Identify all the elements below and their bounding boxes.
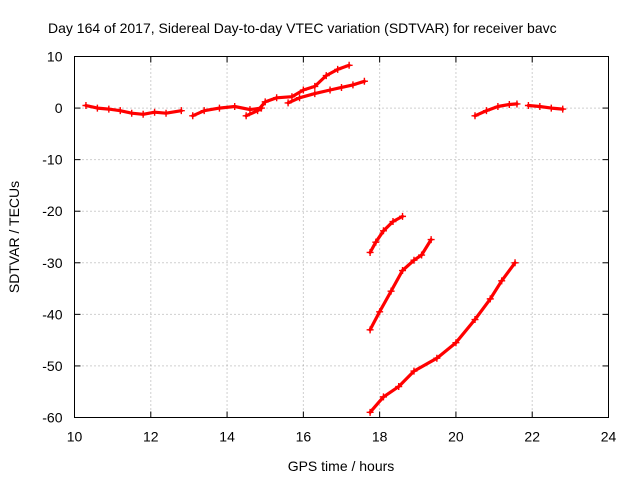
y-tick-label: -20 [42, 203, 62, 219]
grid-layer [74, 56, 609, 418]
series-arc-7 [366, 259, 519, 416]
data-point [410, 256, 418, 264]
data-point [494, 103, 502, 111]
data-point [366, 326, 374, 334]
data-point [151, 108, 159, 116]
x-tick-label: 20 [448, 429, 464, 445]
y-tick-label: -60 [42, 410, 62, 426]
data-point [452, 339, 460, 347]
series-arc-1 [82, 101, 185, 118]
data-point [471, 112, 479, 120]
data-point [387, 287, 395, 295]
data-point [366, 248, 374, 256]
x-tick-label: 16 [296, 429, 312, 445]
data-point [246, 106, 254, 114]
data-point [372, 238, 380, 246]
data-point [311, 90, 319, 98]
data-point [93, 104, 101, 112]
data-point [505, 100, 513, 108]
data-point [498, 277, 506, 285]
x-tick-label: 10 [67, 429, 83, 445]
data-point [288, 93, 296, 101]
data-point [200, 107, 208, 115]
data-arc [368, 214, 405, 255]
x-tick-label: 18 [372, 429, 388, 445]
data-point [486, 295, 494, 303]
data-point [189, 112, 197, 120]
data-point [376, 308, 384, 316]
data-point [322, 72, 330, 80]
data-point [511, 259, 519, 267]
x-tick-label: 12 [143, 429, 159, 445]
data-point [395, 383, 403, 391]
y-tick-label: -40 [42, 306, 62, 322]
data-point [128, 109, 136, 117]
data-point [139, 110, 147, 118]
data-point [82, 101, 90, 109]
data-point [399, 212, 407, 220]
data-point [559, 105, 567, 113]
data-point [345, 61, 353, 69]
data-arc [526, 103, 565, 111]
data-point [261, 98, 269, 106]
x-tick-label: 24 [601, 429, 617, 445]
data-point [427, 236, 435, 244]
data-point [536, 103, 544, 111]
data-point [360, 77, 368, 85]
data-point [162, 109, 170, 117]
data-point [326, 86, 334, 94]
data-point [547, 104, 555, 112]
data-arc [244, 63, 351, 118]
tick-layer: 10 12 14 16 18 20 22 24 10 0 -10 -20 -30 -40 -50 -60 [42, 49, 616, 445]
data-point [299, 86, 307, 94]
data-point [513, 100, 521, 108]
series-arc-3 [242, 61, 353, 120]
y-tick-label: -30 [42, 255, 62, 271]
data-point [215, 104, 223, 112]
y-tick-label: -10 [42, 152, 62, 168]
data-point [338, 83, 345, 91]
data-point [273, 94, 281, 102]
series-arc-8 [471, 100, 521, 120]
data-point [349, 81, 357, 89]
data-point [284, 99, 292, 107]
data-point [471, 316, 479, 324]
data-point [482, 107, 490, 115]
data-point [410, 367, 418, 375]
y-tick-label: 0 [55, 100, 63, 116]
data-point [389, 218, 397, 226]
data-point [296, 94, 304, 102]
series-arc-9 [524, 101, 567, 113]
data-point [418, 251, 426, 259]
data-point [433, 354, 441, 362]
x-tick-label: 22 [524, 429, 540, 445]
data-arc [368, 261, 517, 414]
plot-frame [74, 56, 609, 418]
data-point [177, 107, 185, 115]
series-layer [82, 61, 567, 416]
series-arc-5 [366, 212, 407, 256]
series-arc-4 [284, 77, 368, 107]
data-arc [473, 102, 519, 118]
y-tick-label: 10 [47, 49, 63, 65]
data-point [524, 101, 532, 109]
data-point [366, 408, 374, 416]
data-point [311, 82, 319, 90]
x-axis-label: GPS time / hours [288, 458, 395, 474]
x-tick-label: 14 [219, 429, 235, 445]
y-tick-label: -50 [42, 358, 62, 374]
data-point [379, 393, 387, 401]
y-axis-label: SDTVAR / TECUs [6, 181, 22, 293]
data-point [242, 112, 250, 120]
chart-title: Day 164 of 2017, Sidereal Day-to-day VTE… [48, 20, 557, 36]
data-point [254, 107, 262, 115]
data-point [116, 107, 124, 115]
data-point [105, 105, 113, 113]
data-point [379, 227, 387, 235]
data-point [231, 103, 239, 111]
series-arc-6 [366, 236, 435, 334]
data-point [334, 65, 342, 73]
data-point [399, 267, 407, 275]
